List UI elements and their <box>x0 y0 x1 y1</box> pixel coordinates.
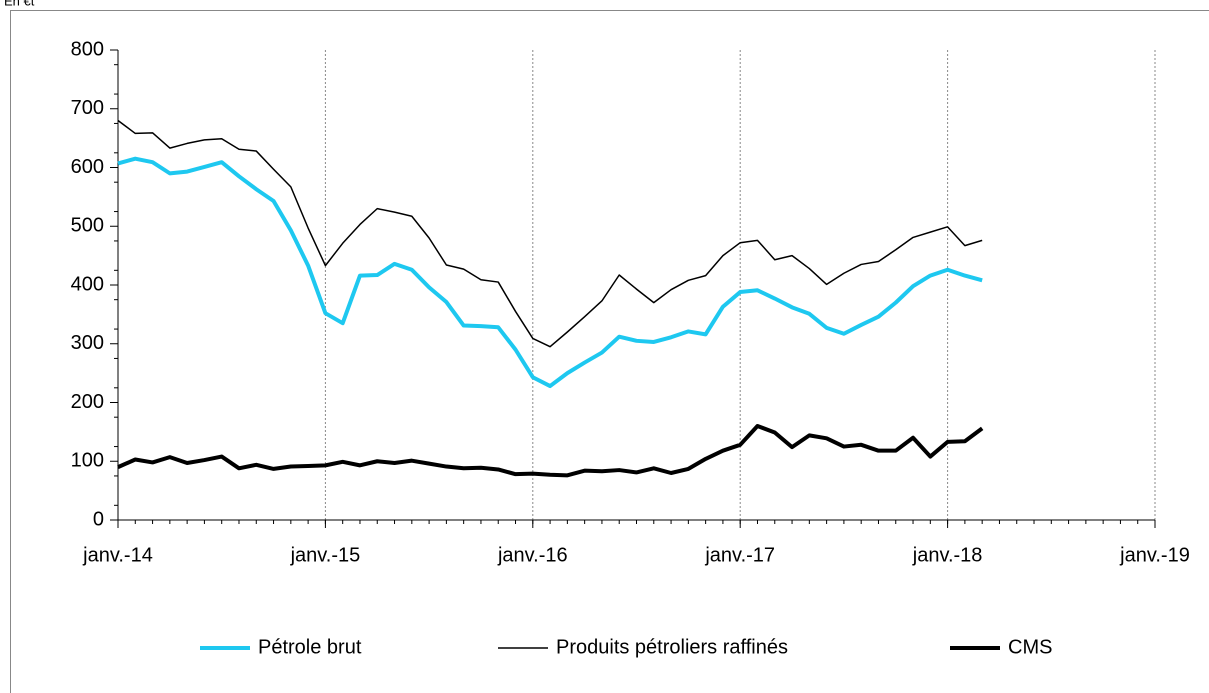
chart-title: En €t <box>4 0 35 8</box>
legend-label: Pétrole brut <box>258 636 362 658</box>
chart-frame <box>10 10 1209 693</box>
series-line <box>117 119 983 348</box>
legend-label: Produits pétroliers raffinés <box>556 636 788 658</box>
series-line <box>117 156 983 389</box>
x-tick-label: janv.-17 <box>704 544 775 566</box>
y-tick-label: 600 <box>71 156 104 178</box>
y-tick-label: 200 <box>71 391 104 413</box>
y-tick-label: 300 <box>71 332 104 354</box>
y-tick-label: 400 <box>71 273 104 295</box>
x-tick-label: janv.-19 <box>1119 544 1190 566</box>
x-tick-label: janv.-18 <box>912 544 983 566</box>
y-tick-label: 0 <box>93 508 104 530</box>
y-tick-label: 800 <box>71 38 104 60</box>
legend-label: CMS <box>1008 636 1052 658</box>
y-tick-label: 700 <box>71 97 104 119</box>
x-tick-label: janv.-16 <box>497 544 568 566</box>
x-tick-label: janv.-14 <box>82 544 153 566</box>
y-tick-label: 100 <box>71 450 104 472</box>
x-tick-label: janv.-15 <box>290 544 361 566</box>
series-line <box>117 424 984 478</box>
y-tick-label: 500 <box>71 215 104 237</box>
